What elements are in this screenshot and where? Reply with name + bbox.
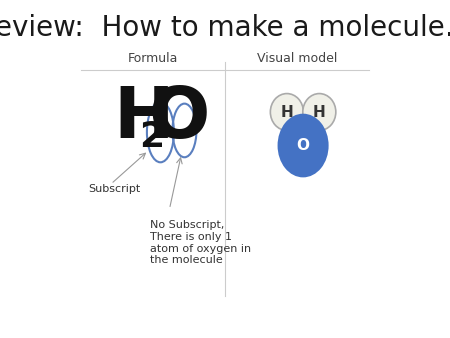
Text: Visual model: Visual model: [257, 52, 337, 65]
Text: 2: 2: [140, 120, 165, 154]
Circle shape: [303, 94, 336, 130]
Text: No Subscript,
There is only 1
atom of oxygen in
the molecule: No Subscript, There is only 1 atom of ox…: [150, 220, 251, 265]
Text: Review:  How to make a molecule…: Review: How to make a molecule…: [0, 14, 450, 42]
Circle shape: [270, 94, 303, 130]
Text: H: H: [313, 104, 326, 120]
Ellipse shape: [278, 114, 328, 177]
Text: O: O: [297, 138, 310, 153]
Text: H: H: [114, 84, 174, 153]
Text: O: O: [148, 84, 210, 153]
Text: Formula: Formula: [128, 52, 178, 65]
Text: H: H: [280, 104, 293, 120]
Text: Subscript: Subscript: [88, 184, 140, 194]
